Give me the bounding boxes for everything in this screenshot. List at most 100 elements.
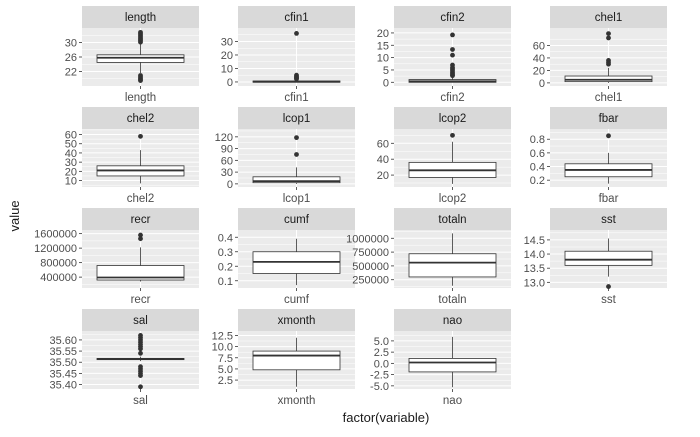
x-tick-label: cfin2 xyxy=(440,92,464,104)
y-tick-label: 10 xyxy=(65,176,77,188)
y-tick-label: 35.55 xyxy=(49,346,77,358)
y-tick-label: 0.1 xyxy=(218,276,233,288)
y-tick-label: 10 xyxy=(377,53,389,65)
y-tick-label: 35.45 xyxy=(49,368,77,380)
outlier-point xyxy=(138,78,143,83)
facet-strip xyxy=(82,107,199,129)
y-tick-label: 20 xyxy=(377,28,389,40)
x-tick-label: recr xyxy=(131,294,151,306)
outlier-point xyxy=(138,373,143,379)
facet-panel-length: length 22 26 30 length xyxy=(65,6,199,104)
facet-panel-cumf: cumf 0.1 0.2 0.3 0.4 cumf xyxy=(218,208,355,306)
y-tick-label: 30 xyxy=(221,167,233,179)
outlier-point xyxy=(450,73,455,79)
y-tick-label: 20 xyxy=(377,170,389,182)
y-tick-label: -2.5 xyxy=(370,370,389,382)
y-tick-label: 35.60 xyxy=(49,335,77,347)
facet-strip-label: xmonth xyxy=(278,315,316,327)
y-tick-label: 60 xyxy=(65,130,77,142)
y-tick-label: 2.5 xyxy=(374,347,389,359)
y-tick-label: 15 xyxy=(377,40,389,52)
outlier-point xyxy=(450,32,455,38)
facet-strip-label: sst xyxy=(601,214,617,226)
x-tick-label: sal xyxy=(133,395,148,407)
facet-strip xyxy=(82,309,199,331)
y-tick-label: 5 xyxy=(383,65,389,77)
outlier-point xyxy=(138,236,143,242)
y-tick-label: 1600000 xyxy=(34,229,77,241)
facet-strip xyxy=(82,208,199,230)
facet-panel-totaln: totaln 250000 500000 750000 1000000 totaln xyxy=(346,208,511,306)
y-tick-label: -5.0 xyxy=(370,381,389,393)
facet-strip-label: recr xyxy=(131,214,151,226)
outlier-point xyxy=(138,346,143,352)
y-tick-label: 1000000 xyxy=(346,233,389,245)
y-tick-label: 0.4 xyxy=(530,162,545,174)
y-tick-label: 1200000 xyxy=(34,243,77,255)
y-tick-label: 0 xyxy=(383,77,389,89)
y-tick-label: 90 xyxy=(221,144,233,156)
y-tick-label: 13.0 xyxy=(524,277,545,289)
facet-panel-nao: nao -5.0-2.50.02.55.0 nao xyxy=(370,309,511,407)
facet-strip xyxy=(238,309,355,331)
y-tick-label: 0.8 xyxy=(530,134,545,146)
x-tick-label: cumf xyxy=(284,294,310,306)
y-tick-label: 30 xyxy=(65,38,77,50)
facet-strip xyxy=(238,6,355,28)
x-tick-label: nao xyxy=(443,395,462,407)
y-tick-label: 5.0 xyxy=(374,336,389,348)
y-tick-label: 60 xyxy=(533,40,545,52)
facet-strip-label: cumf xyxy=(284,214,310,226)
y-axis-title: value xyxy=(7,200,22,231)
outlier-point xyxy=(138,29,143,35)
y-tick-label: 35.40 xyxy=(49,380,77,392)
y-tick-label: 0.2 xyxy=(530,175,545,187)
box-iqr xyxy=(252,350,341,371)
box-iqr xyxy=(564,75,653,83)
y-tick-label: 22 xyxy=(65,67,77,79)
box-iqr xyxy=(96,265,185,281)
facet-panel-sst: sst 13.0 13.5 14.0 14.5 sst xyxy=(524,208,667,306)
box-iqr xyxy=(252,176,341,184)
y-tick-label: 40 xyxy=(377,154,389,166)
x-tick-label: fbar xyxy=(599,193,619,205)
y-tick-label: 800000 xyxy=(40,258,77,270)
outlier-point xyxy=(138,384,143,390)
y-tick-label: 40 xyxy=(533,53,545,65)
facet-strip-label: cfin2 xyxy=(440,12,464,24)
x-tick-label: chel2 xyxy=(127,193,155,205)
y-tick-label: 2.5 xyxy=(218,375,233,387)
outlier-point xyxy=(606,284,611,289)
y-tick-label: 0.2 xyxy=(218,261,233,273)
facet-strip-label: length xyxy=(125,12,156,24)
facet-strip-label: totaln xyxy=(438,214,466,226)
x-tick-label: sst xyxy=(601,294,617,306)
facet-strip-label: sal xyxy=(133,315,148,327)
y-tick-label: 10 xyxy=(221,63,233,75)
y-tick-label: 0 xyxy=(539,78,545,90)
y-tick-label: 0.4 xyxy=(218,232,233,244)
y-tick-label: 26 xyxy=(65,52,77,64)
facet-strip-label: chel2 xyxy=(127,113,155,125)
facet-strip-label: cfin1 xyxy=(284,12,308,24)
x-tick-label: xmonth xyxy=(278,395,316,407)
box-iqr xyxy=(564,250,653,266)
outlier-point xyxy=(450,52,455,58)
facet-strip-label: fbar xyxy=(599,113,619,125)
facet-strip xyxy=(394,208,511,230)
y-tick-label: 7.5 xyxy=(218,353,233,365)
outlier-point xyxy=(606,31,611,37)
facet-panel-xmonth: xmonth 2.55.07.510.012.5 xmonth xyxy=(212,309,355,407)
y-tick-label: 13.5 xyxy=(524,263,545,275)
x-tick-label: length xyxy=(125,92,156,104)
facet-strip-label: lcop1 xyxy=(283,113,311,125)
box-iqr xyxy=(96,54,185,63)
outlier-point xyxy=(294,30,299,36)
outlier-point xyxy=(606,61,611,67)
y-tick-label: 0 xyxy=(227,179,233,191)
outlier-point xyxy=(450,132,455,138)
